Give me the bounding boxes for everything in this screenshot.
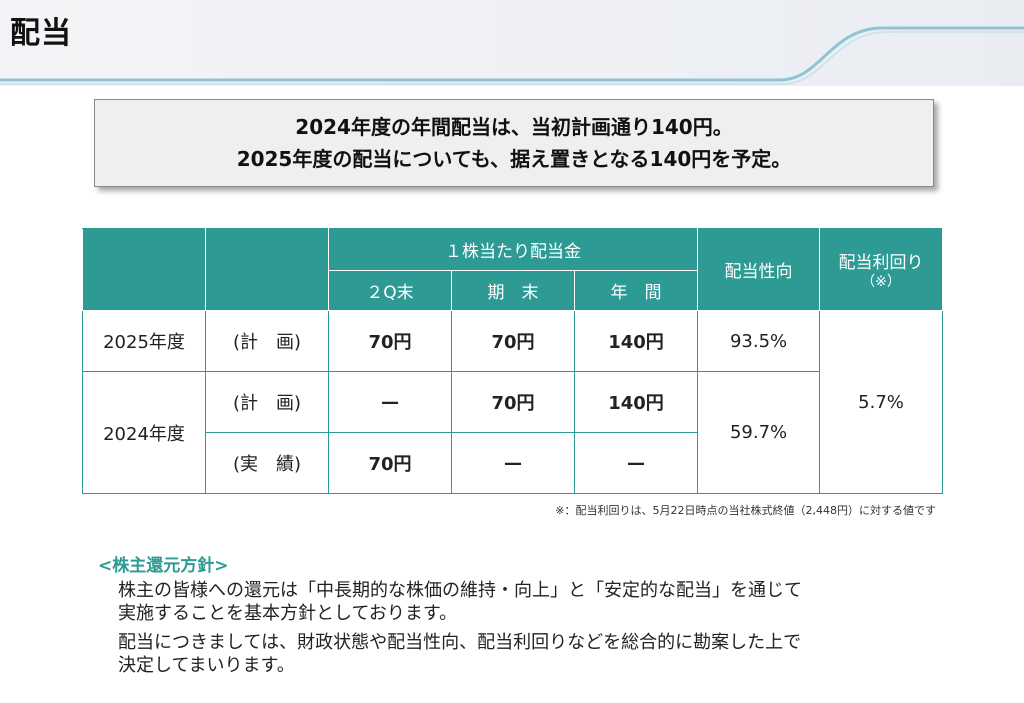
- cell-annual: 140円: [573, 310, 699, 372]
- header-dividend-yield-note: （※）: [861, 274, 901, 290]
- header-dividend-yield: 配当利回り （※）: [819, 228, 944, 311]
- summary-line-1: 2024年度の年間配当は、当初計画通り140円。: [295, 115, 733, 139]
- table-row: (実 績) 70円 — —: [83, 432, 943, 494]
- header-blank-year: [82, 228, 206, 311]
- cell-annual: 140円: [573, 371, 699, 433]
- row-type: (実 績): [205, 432, 329, 494]
- dividend-table: １株当たり配当金 配当性向 配当利回り （※） ２Q末 期 末 年 間 2025…: [82, 228, 944, 494]
- header-payout-ratio: 配当性向: [697, 228, 821, 311]
- policy-para1-line2: 実施することを基本方針としております。: [118, 603, 458, 624]
- row-year: 2024年度: [82, 371, 206, 494]
- header-period-end: 期 末: [451, 270, 575, 311]
- row-type: (計 画): [205, 310, 329, 372]
- header-2q-end: ２Q末: [328, 270, 452, 311]
- row-type: (計 画): [205, 371, 329, 433]
- header-decoration: [0, 26, 1024, 85]
- cell-payout: 59.7%: [697, 371, 821, 494]
- table-row: 2024年度 (計 画) — 70円 140円 59.7%: [82, 371, 943, 494]
- header-annual: 年 間: [573, 270, 699, 311]
- policy-text: 株主の皆様への還元は「中長期的な株価の維持・向上」と「安定的な配当」を通じて 実…: [118, 579, 918, 683]
- policy-para1-line1: 株主の皆様への還元は「中長期的な株価の維持・向上」と「安定的な配当」を通じて: [118, 580, 802, 601]
- header-band: 配当: [0, 0, 1024, 86]
- page-title: 配当: [10, 16, 72, 51]
- cell-2q: 70円: [328, 310, 452, 372]
- header-dividend-yield-label: 配当利回り: [838, 253, 924, 273]
- cell-period-end: 70円: [451, 371, 575, 433]
- policy-para2-line1: 配当につきましては、財政状態や配当性向、配当利回りなどを総合的に勘案した上で: [118, 632, 802, 653]
- policy-paragraph-2: 配当につきましては、財政状態や配当性向、配当利回りなどを総合的に勘案した上で 決…: [118, 631, 918, 677]
- policy-title: <株主還元方針>: [98, 556, 229, 576]
- table-row: 2025年度 (計 画) 70円 70円 140円 93.5% 5.7%: [82, 310, 944, 494]
- cell-period-end: —: [451, 432, 575, 494]
- summary-line-2: 2025年度の配当についても、据え置きとなる140円を予定。: [236, 147, 792, 171]
- cell-2q: —: [328, 371, 452, 433]
- policy-para2-line2: 決定してまいります。: [118, 655, 295, 676]
- cell-payout: 93.5%: [697, 310, 821, 372]
- cell-2q: 70円: [328, 432, 452, 494]
- summary-box: 2024年度の年間配当は、当初計画通り140円。 2025年度の配当についても、…: [94, 99, 934, 187]
- footnote: ※：配当利回りは、5月22日時点の当社株式終値（2,448円）に対する値です: [555, 504, 936, 517]
- header-dividend-per-share: １株当たり配当金: [327, 228, 699, 271]
- cell-period-end: 70円: [451, 310, 575, 372]
- policy-paragraph-1: 株主の皆様への還元は「中長期的な株価の維持・向上」と「安定的な配当」を通じて 実…: [118, 579, 918, 625]
- header-blank-type: [205, 228, 329, 311]
- cell-yield: 5.7%: [819, 310, 944, 494]
- cell-annual: —: [573, 432, 699, 494]
- row-year: 2025年度: [82, 310, 206, 372]
